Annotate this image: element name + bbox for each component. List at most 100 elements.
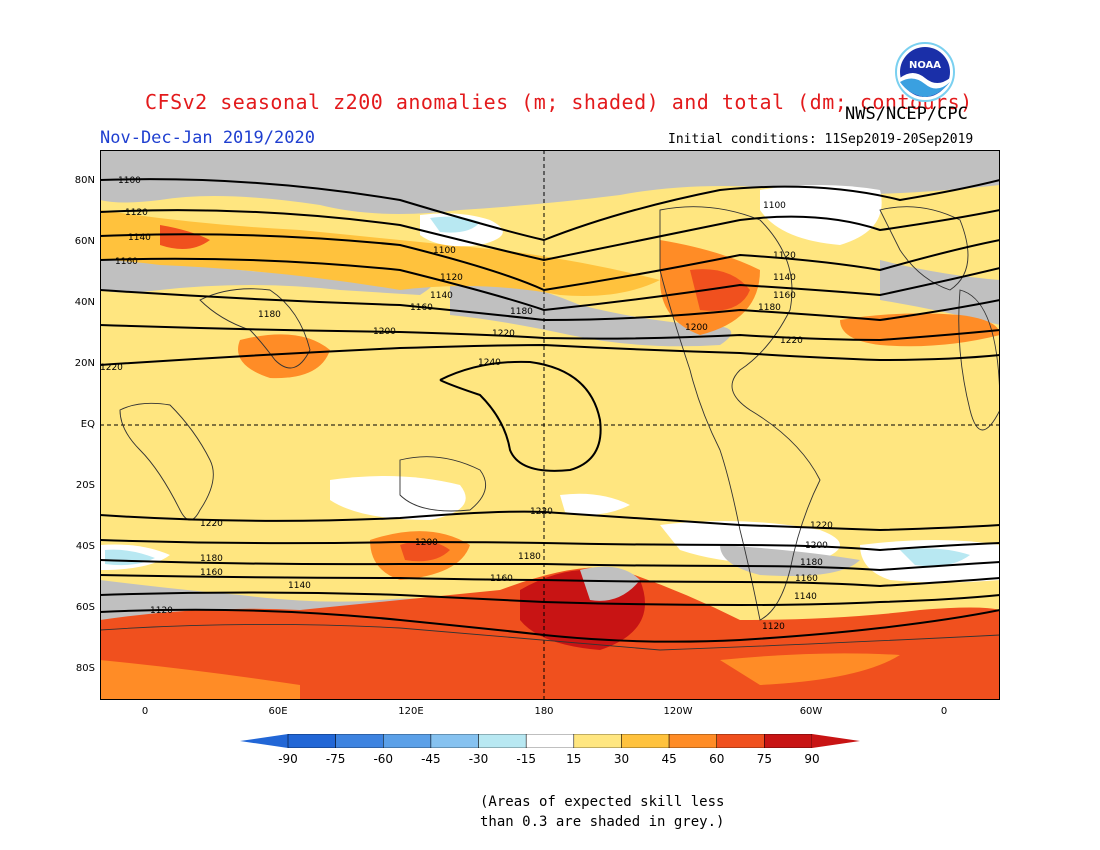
- grey-region-antarctic: [580, 566, 640, 601]
- colorbar-cell: [573, 734, 622, 748]
- noaa-logo-icon: NOAA: [895, 42, 955, 102]
- white-region-indian-ocean: [330, 476, 466, 520]
- colorbar-cell: [335, 734, 384, 748]
- contour-label: 1140: [773, 273, 796, 283]
- lat-label: 60S: [75, 602, 95, 613]
- lon-label: 0: [141, 706, 149, 717]
- lon-label: 60W: [799, 706, 823, 717]
- lat-label: 60N: [74, 236, 95, 247]
- skill-note-line: (Areas of expected skill less: [480, 794, 725, 810]
- colorbar-label: -90: [278, 752, 298, 766]
- white-region-canada: [760, 185, 882, 245]
- coast-africa: [119, 402, 214, 521]
- contour-label: 1180: [758, 303, 781, 313]
- contour-label: 1220: [200, 519, 223, 529]
- orange-region-atlantic: [840, 313, 1000, 347]
- colorbar-label: 15: [566, 752, 582, 766]
- contour-label: 1100: [433, 246, 456, 256]
- coast-antarctica: [99, 623, 1001, 651]
- contour-label: 1220: [100, 363, 123, 373]
- red-region-us: [690, 269, 750, 311]
- contour-1240: [439, 360, 602, 472]
- contour-label: 1120: [440, 273, 463, 283]
- colorbar-cell: [668, 734, 717, 748]
- lat-label: EQ: [80, 419, 95, 430]
- colorbar-label: 60: [709, 752, 725, 766]
- colorbar-cell: [525, 734, 575, 748]
- contour-1220-north: [99, 343, 1001, 366]
- lon-label: 120E: [398, 706, 424, 717]
- contour-label: 1200: [415, 538, 438, 548]
- contour-label: 1120: [773, 251, 796, 261]
- lat-label: 80N: [74, 175, 95, 186]
- lon-label: 180: [534, 706, 554, 717]
- lat-label: 40N: [74, 297, 95, 308]
- colorbar-cell: [621, 734, 670, 748]
- coast-europe-africa-east: [958, 289, 1001, 431]
- contour-label: 1140: [128, 233, 151, 243]
- skill-note-line: than 0.3 are shaded in grey.): [480, 814, 725, 830]
- contour-1160-south: [99, 574, 1001, 588]
- contour-label: 1180: [258, 310, 281, 320]
- contour-1140-south: [99, 591, 1001, 607]
- contour-label: 1120: [125, 208, 148, 218]
- colorbar-label: 45: [661, 752, 677, 766]
- contour-1120: [99, 209, 1001, 262]
- lon-label: 60E: [268, 706, 288, 717]
- orange-region-antarctic-west: [100, 660, 300, 700]
- grey-region-north: [100, 150, 1000, 214]
- colorbar-cell: [430, 734, 479, 748]
- contour-label: 1240: [478, 358, 501, 368]
- contour-label: 1160: [773, 291, 796, 301]
- contour-label: 1200: [805, 541, 828, 551]
- contour-label: 1120: [150, 606, 173, 616]
- contour-label: 1100: [118, 176, 141, 186]
- colorbar-cell: [478, 734, 527, 748]
- colorbar-label: -75: [325, 752, 346, 766]
- contour-label: 1180: [518, 552, 541, 562]
- colorbar-cells: [287, 734, 813, 748]
- contour-labels: 1100 1120 1140 1160 1180 1200 1220 1240 …: [100, 176, 833, 632]
- contour-label: 1220: [810, 521, 833, 531]
- contour-label: 1140: [430, 291, 453, 301]
- skill-note: (Areas of expected skill less than 0.3 a…: [480, 792, 724, 832]
- contour-label: 1160: [410, 303, 433, 313]
- white-region-pacific-south: [560, 493, 630, 515]
- contour-1180-south: [99, 559, 1001, 572]
- contour-1180: [99, 289, 1001, 322]
- colorbar-label: 30: [613, 752, 630, 766]
- colorbar-label: -30: [468, 752, 489, 766]
- contour-label: 1180: [200, 554, 223, 564]
- red-region-europe: [160, 225, 210, 249]
- contour-1160: [99, 257, 1001, 312]
- map-canvas: 1100 1120 1140 1160 1180 1200 1220 1240 …: [99, 150, 1001, 700]
- contour-1200: [99, 324, 1001, 342]
- colorbar-label: -45: [421, 752, 441, 766]
- colorbar-cell: [764, 734, 813, 748]
- colorbar-cell: [383, 734, 432, 748]
- contour-label: 1160: [115, 257, 138, 267]
- colorbar-label: 75: [756, 752, 772, 766]
- map-title: CFSv2 seasonal z200 anomalies (m; shaded…: [145, 90, 973, 114]
- contour-label: 1220: [492, 329, 515, 339]
- contour-1120-south: [99, 608, 1001, 643]
- contour-1200-south: [99, 539, 1001, 552]
- agency-label: NWS/NCEP/CPC: [845, 104, 968, 124]
- coast-australia: [399, 456, 487, 512]
- contour-label: 1180: [510, 307, 533, 317]
- logo-text: NOAA: [909, 60, 941, 71]
- lon-label: 120W: [663, 706, 693, 717]
- orange-region-india: [238, 334, 330, 379]
- lat-label: 80S: [75, 663, 95, 674]
- contour-label: 1100: [763, 201, 786, 211]
- lat-label: 20N: [74, 358, 95, 369]
- colorbar: [240, 734, 860, 748]
- contours: [99, 178, 1001, 643]
- grey-region-europe: [880, 260, 1000, 325]
- colorbar-label: -60: [373, 752, 394, 766]
- contour-label: 1180: [800, 558, 823, 568]
- colorbar-label: 90: [804, 752, 820, 766]
- contour-label: 1160: [200, 568, 223, 578]
- orange-region-antarctic-east: [720, 653, 900, 685]
- blue-region-south-atlantic: [900, 548, 970, 567]
